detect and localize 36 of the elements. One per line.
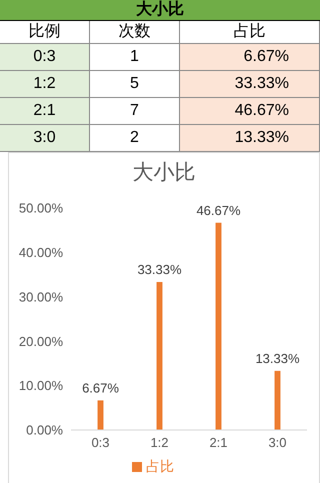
legend-label: 占比	[146, 458, 174, 474]
bar	[156, 282, 162, 430]
text: 2	[90, 125, 180, 151]
y-tick-label: 30.00%	[18, 289, 64, 304]
text: 3:0	[0, 125, 90, 151]
data-label: 33.33%	[137, 262, 182, 278]
data-label: 6.67%	[82, 380, 120, 396]
bar	[98, 400, 104, 430]
text: 0:3	[0, 44, 90, 70]
data-label: 13.33%	[255, 350, 300, 366]
x-tick-label: 3:0	[268, 435, 287, 450]
text: 1	[90, 44, 180, 70]
text: 大小比	[0, 0, 320, 21]
x-tick-label: 2:1	[209, 435, 228, 450]
bar	[216, 222, 222, 430]
text: 33.33%	[180, 71, 320, 97]
y-tick-label: 10.00%	[18, 378, 64, 394]
y-tick-label: 40.00%	[18, 245, 64, 260]
text: 7	[90, 98, 180, 124]
text: 占比	[180, 21, 320, 43]
x-tick-label: 1:2	[150, 435, 169, 450]
text: 13.33%	[180, 125, 320, 151]
x-tick-label: 0:3	[91, 435, 110, 450]
text: 比例	[0, 21, 90, 43]
data-label: 46.67%	[196, 202, 241, 218]
text: 次数	[90, 21, 180, 43]
y-tick-label: 0.00%	[26, 422, 64, 438]
chart-title: 大小比	[132, 160, 196, 186]
text: 2:1	[0, 98, 90, 124]
text: 1:2	[0, 71, 90, 97]
bar	[274, 370, 280, 430]
text: 5	[90, 71, 180, 97]
y-tick-label: 50.00%	[18, 200, 64, 216]
text: 6.67%	[180, 44, 320, 70]
text: 46.67%	[180, 98, 320, 124]
y-tick-label: 20.00%	[18, 334, 64, 349]
